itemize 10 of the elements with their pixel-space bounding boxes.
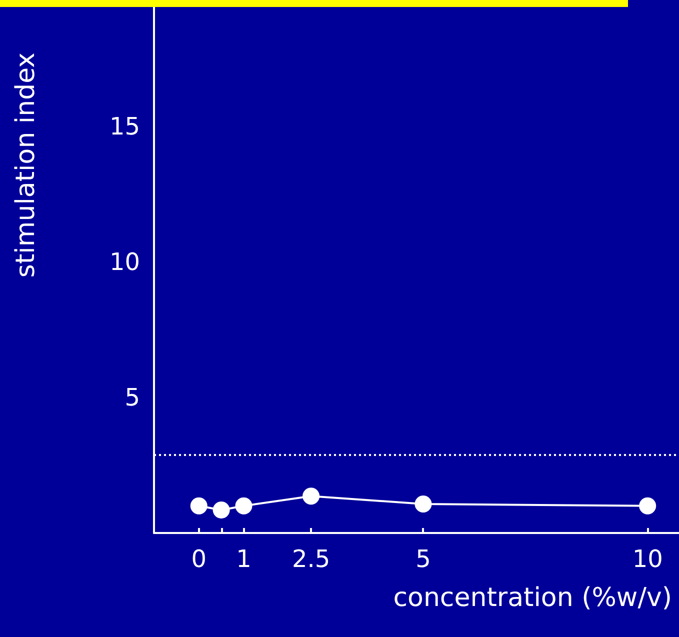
y-tick-label: 15: [109, 112, 140, 140]
y-tick-label: 10: [109, 248, 140, 276]
x-tick-label: 1: [236, 545, 252, 573]
y-axis-title: stimulation index: [11, 52, 41, 278]
y-tick-label: 5: [124, 383, 140, 412]
x-tick-label: 2.5: [292, 545, 330, 573]
x-axis-title: concentration (%w/v): [393, 583, 672, 613]
x-tick-label: 0: [191, 545, 207, 573]
x-tick-label: 10: [632, 545, 663, 573]
x-tick-label: 5: [416, 545, 431, 573]
